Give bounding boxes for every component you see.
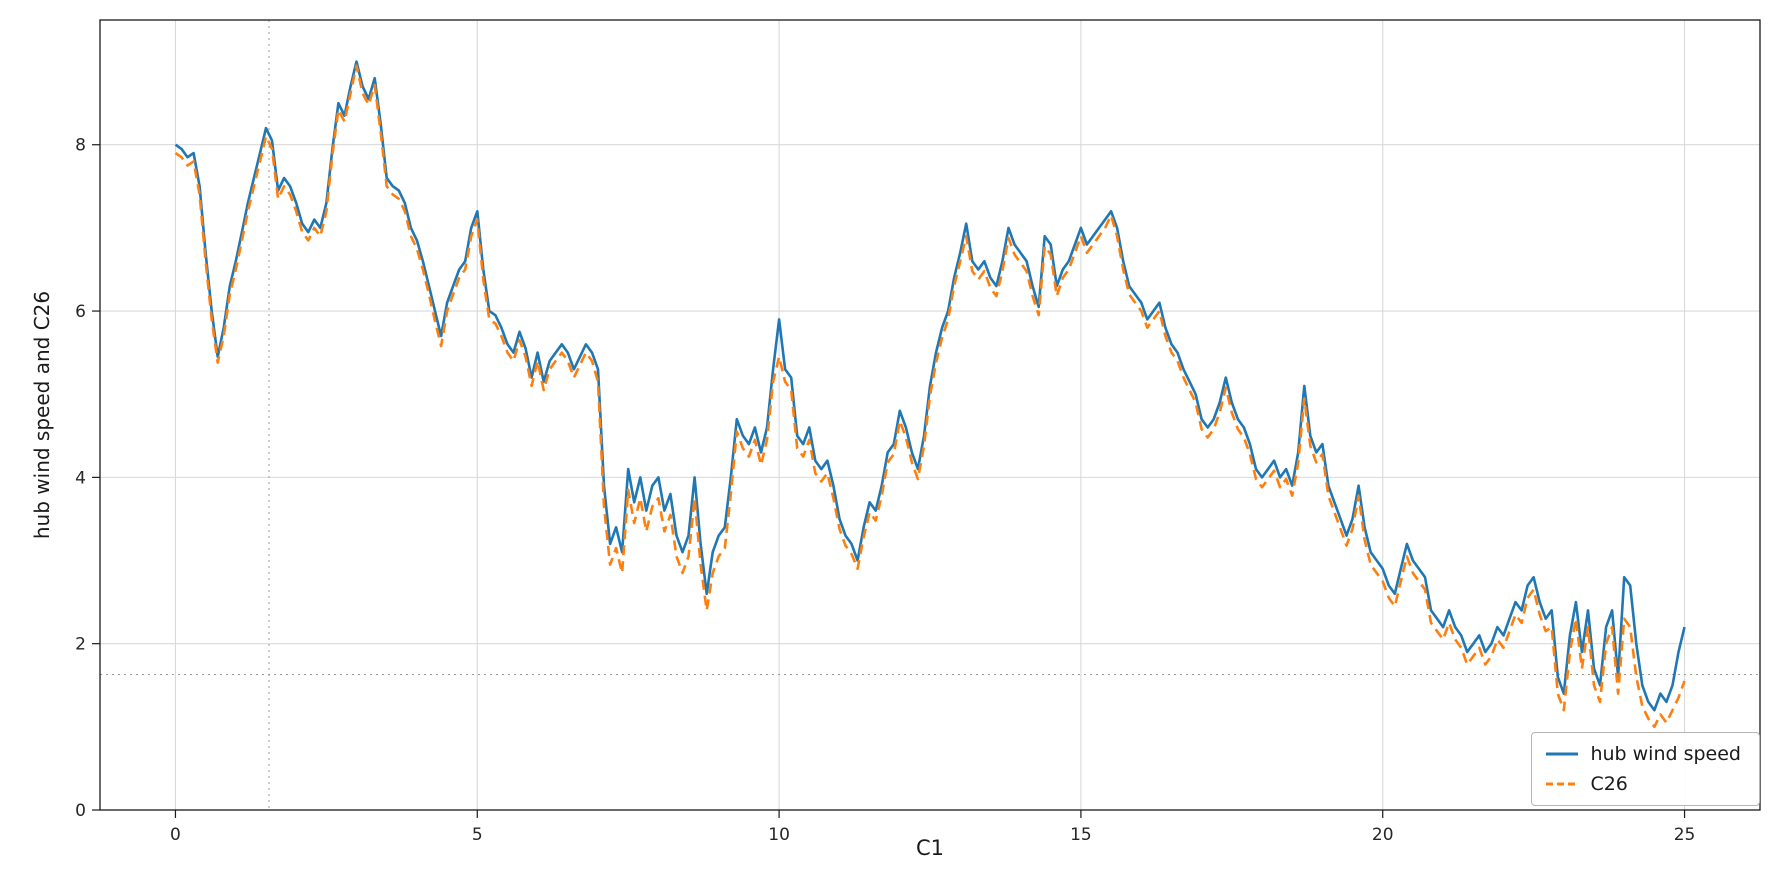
legend-line-dashed-icon xyxy=(1546,782,1579,786)
svg-text:25: 25 xyxy=(1674,825,1696,845)
legend-item-c26: C26 xyxy=(1544,773,1741,795)
svg-text:5: 5 xyxy=(472,825,483,845)
svg-text:4: 4 xyxy=(75,468,86,488)
svg-text:0: 0 xyxy=(170,825,181,845)
y-axis-label: hub wind speed and C26 xyxy=(30,290,54,540)
x-axis-label: C1 xyxy=(915,836,945,860)
svg-text:15: 15 xyxy=(1070,825,1092,845)
svg-text:6: 6 xyxy=(75,302,86,322)
svg-text:8: 8 xyxy=(75,136,86,156)
legend-label-hub-wind-speed: hub wind speed xyxy=(1590,743,1741,765)
svg-text:0: 0 xyxy=(75,801,86,821)
legend-line-solid-icon xyxy=(1546,752,1579,756)
legend-item-hub-wind-speed: hub wind speed xyxy=(1544,743,1741,765)
legend-label-c26: C26 xyxy=(1590,773,1628,795)
svg-text:20: 20 xyxy=(1372,825,1394,845)
svg-text:2: 2 xyxy=(75,635,86,655)
legend: hub wind speed C26 xyxy=(1531,732,1760,806)
svg-text:10: 10 xyxy=(768,825,790,845)
